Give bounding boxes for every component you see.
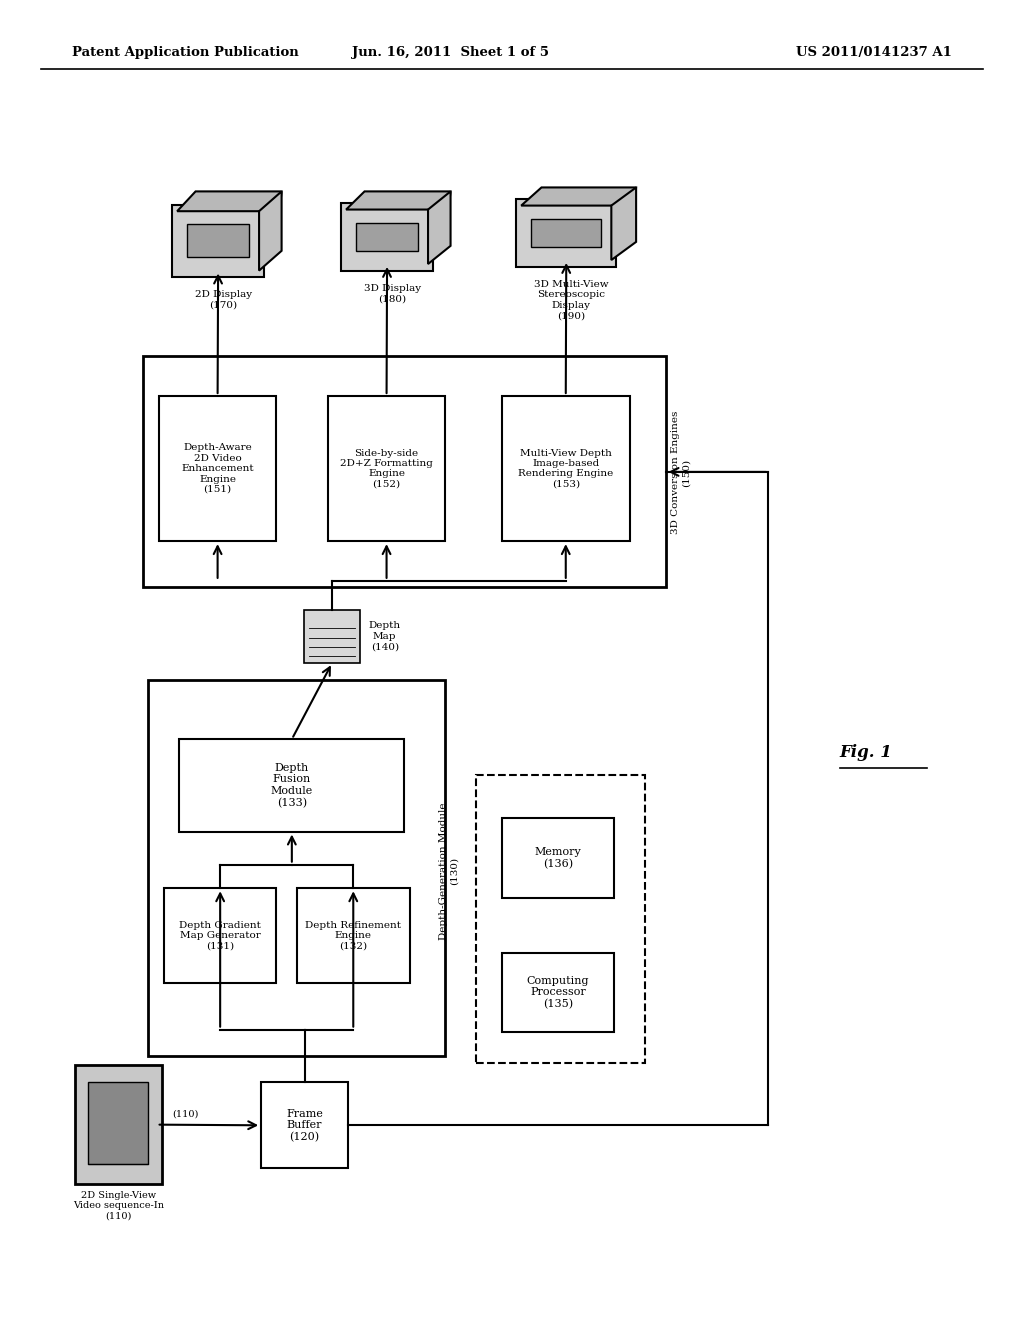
Polygon shape [428,191,451,264]
FancyBboxPatch shape [164,888,276,983]
Polygon shape [177,191,282,211]
FancyBboxPatch shape [75,1065,162,1184]
FancyBboxPatch shape [304,610,360,663]
Text: Computing
Processor
(135): Computing Processor (135) [526,975,590,1010]
FancyBboxPatch shape [531,219,601,247]
FancyBboxPatch shape [159,396,276,541]
Polygon shape [611,187,636,260]
FancyBboxPatch shape [502,396,630,541]
FancyBboxPatch shape [261,1082,348,1168]
Text: Depth-Aware
2D Video
Enhancement
Engine
(151): Depth-Aware 2D Video Enhancement Engine … [181,444,254,494]
Text: Depth Gradient
Map Generator
(131): Depth Gradient Map Generator (131) [179,921,261,950]
Text: 3D Display
(180): 3D Display (180) [364,284,421,304]
Text: Depth
Map
(140): Depth Map (140) [369,622,400,651]
Polygon shape [259,191,282,271]
Text: Jun. 16, 2011  Sheet 1 of 5: Jun. 16, 2011 Sheet 1 of 5 [352,46,549,59]
Text: Patent Application Publication: Patent Application Publication [72,46,298,59]
FancyBboxPatch shape [172,205,264,277]
Text: Frame
Buffer
(120): Frame Buffer (120) [286,1109,324,1142]
Text: 2D Display
(170): 2D Display (170) [195,290,252,310]
Text: Side-by-side
2D+Z Formatting
Engine
(152): Side-by-side 2D+Z Formatting Engine (152… [340,449,433,488]
FancyBboxPatch shape [328,396,445,541]
FancyBboxPatch shape [356,223,418,251]
FancyBboxPatch shape [179,739,404,832]
Text: US 2011/0141237 A1: US 2011/0141237 A1 [797,46,952,59]
Text: 2D Single-View
Video sequence-In
(110): 2D Single-View Video sequence-In (110) [73,1191,164,1221]
Text: Depth-Generation Module
(130): Depth-Generation Module (130) [439,803,458,940]
FancyBboxPatch shape [297,888,410,983]
Text: (110): (110) [172,1109,199,1118]
FancyBboxPatch shape [502,818,614,898]
Text: 3D Conversion Engines
(150): 3D Conversion Engines (150) [672,411,690,535]
FancyBboxPatch shape [187,224,249,257]
FancyBboxPatch shape [516,199,616,267]
Text: 3D Multi-View
Stereoscopic
Display
(190): 3D Multi-View Stereoscopic Display (190) [535,280,608,319]
FancyBboxPatch shape [502,953,614,1032]
Text: Fig. 1: Fig. 1 [840,744,893,760]
FancyBboxPatch shape [341,203,433,271]
Text: Memory
(136): Memory (136) [535,847,582,869]
Text: Multi-View Depth
Image-based
Rendering Engine
(153): Multi-View Depth Image-based Rendering E… [518,449,613,488]
Text: Depth
Fusion
Module
(133): Depth Fusion Module (133) [270,763,313,808]
Polygon shape [346,191,451,210]
Polygon shape [521,187,636,206]
Text: Depth Refinement
Engine
(132): Depth Refinement Engine (132) [305,921,401,950]
FancyBboxPatch shape [88,1082,148,1164]
